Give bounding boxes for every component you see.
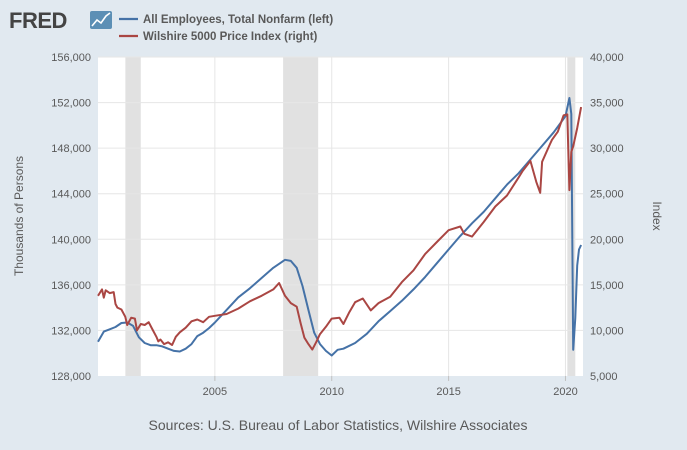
- series-line-employees[interactable]: [97, 97, 583, 357]
- recession-band-0: [125, 57, 141, 376]
- right-tick-label: 5,000: [590, 371, 618, 383]
- right-tick-label: 15,000: [590, 280, 624, 292]
- gridlines: [98, 56, 583, 331]
- left-tick-label: 152,000: [51, 98, 91, 110]
- x-tick-label: 2015: [436, 386, 460, 398]
- series-line-wilshire[interactable]: [97, 106, 583, 351]
- legend-label-wilshire[interactable]: Wilshire 5000 Price Index (right): [143, 31, 318, 43]
- left-tick-label: 156,000: [51, 52, 91, 64]
- left-tick-label: 132,000: [51, 325, 91, 337]
- right-tick-label: 35,000: [590, 98, 624, 110]
- right-tick-label: 40,000: [590, 52, 624, 64]
- left-axis-title: Thousands of Persons: [12, 156, 26, 276]
- right-tick-label: 20,000: [590, 234, 624, 246]
- left-tick-label: 148,000: [51, 143, 91, 155]
- right-tick-label: 10,000: [590, 325, 624, 337]
- left-axis-ticks: 128,000 132,000 136,000 140,000 144,000 148,0…: [51, 52, 91, 383]
- plot-area: [98, 57, 583, 376]
- x-tick-label: 2010: [319, 386, 343, 398]
- left-tick-label: 140,000: [51, 234, 91, 246]
- legend: All Employees, Total Nonfarm (left) Wils…: [119, 14, 333, 43]
- right-tick-label: 25,000: [590, 189, 624, 201]
- right-axis-ticks: 5,000 10,000 15,000 20,000 25,000 30,000 35,00…: [590, 52, 624, 383]
- series-lines: [97, 97, 583, 357]
- source-note: Sources: U.S. Bureau of Labor Statistics…: [149, 417, 528, 433]
- legend-label-employees[interactable]: All Employees, Total Nonfarm (left): [143, 14, 333, 26]
- x-tick-label: 2020: [553, 386, 577, 398]
- left-tick-label: 136,000: [51, 280, 91, 292]
- fred-logo-chart-icon: [90, 11, 112, 29]
- right-axis-title: Index: [650, 201, 664, 230]
- x-axis-ticks: 2005 2010 2015 2020: [203, 386, 578, 398]
- x-tick-label: 2005: [203, 386, 227, 398]
- fred-logo-text: FRED: [9, 8, 67, 33]
- fred-logo[interactable]: FRED: [9, 8, 112, 33]
- left-tick-label: 128,000: [51, 371, 91, 383]
- left-tick-label: 144,000: [51, 189, 91, 201]
- right-tick-label: 30,000: [590, 143, 624, 155]
